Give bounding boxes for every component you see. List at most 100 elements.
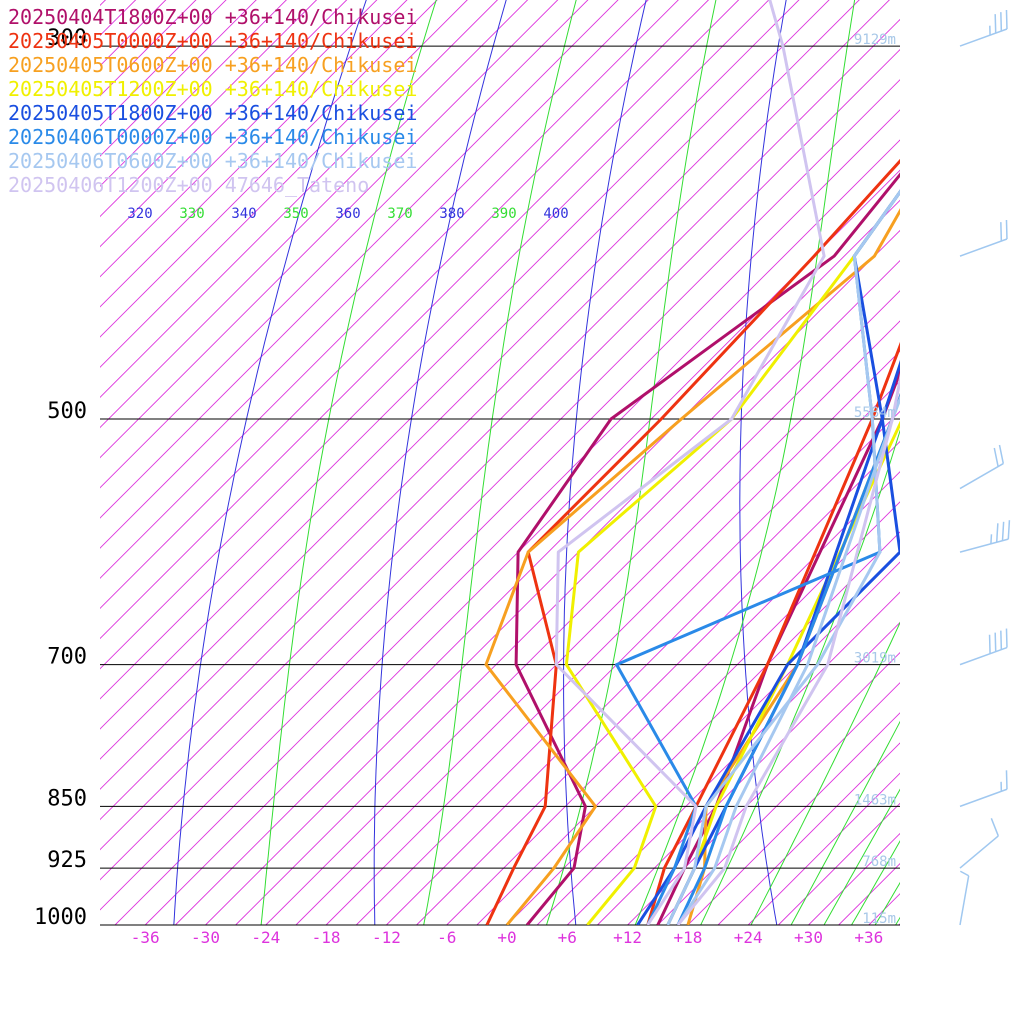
isotherm-line	[100, 48, 900, 851]
theta-label: 340	[231, 206, 256, 222]
temperature-tick-label: +0	[497, 928, 516, 947]
isotherm-line	[747, 772, 900, 925]
temperature-profile-line	[666, 359, 900, 925]
wind-barb-staff	[959, 788, 1008, 808]
dewpoint-profile-line	[564, 189, 900, 925]
moist-adiabat-line	[823, 788, 900, 925]
isotherm-line	[100, 0, 800, 700]
wind-barb-staff	[959, 238, 1008, 257]
pressure-label: 700	[47, 645, 87, 670]
isotherm-line	[959, 0, 1024, 925]
legend-entry: 20250404T1800Z+00 +36+140/Chikusei	[8, 5, 417, 29]
isotherm-line	[386, 410, 900, 925]
temperature-tick-label: -12	[372, 928, 401, 947]
isotherm-line	[100, 79, 900, 881]
isotherm-line	[114, 139, 900, 925]
isotherm-line	[205, 229, 900, 925]
wind-barb-staff	[959, 835, 999, 869]
isotherm-line	[536, 561, 900, 925]
isotherm-line	[446, 471, 900, 925]
isotherm-line	[100, 0, 890, 790]
dry-adiabat-line	[173, 0, 367, 925]
theta-label: 330	[179, 206, 204, 222]
dewpoint-profile-line	[554, 0, 826, 925]
moist-adiabat-line	[260, 0, 437, 925]
height-label: 9129m	[854, 32, 896, 48]
theta-label: 370	[387, 206, 412, 222]
isotherm-line	[566, 591, 900, 925]
isotherm-line	[235, 260, 900, 925]
wind-barb-full	[1005, 10, 1008, 30]
wind-barb-half	[1000, 781, 1003, 792]
wind-barb	[959, 444, 1005, 490]
isotherm-line	[100, 0, 770, 670]
height-label: 115m	[862, 911, 896, 927]
moist-adiabat-line	[634, 0, 856, 925]
moist-adiabat-line	[944, 0, 1024, 925]
dewpoint-profile-line	[485, 158, 900, 925]
wind-barb	[959, 818, 999, 869]
theta-label: 400	[543, 206, 568, 222]
temperature-tick-label: +12	[613, 928, 642, 947]
temperature-profile-line	[676, 392, 900, 925]
wind-barb-full	[1000, 12, 1003, 32]
wind-barbs	[959, 10, 1011, 926]
isotherm-line	[100, 0, 860, 760]
theta-label: 320	[127, 206, 152, 222]
wind-barb-full	[988, 634, 991, 654]
wind-barb-full	[1007, 520, 1011, 540]
isotherm-line	[929, 0, 1024, 925]
wind-barb	[959, 220, 1008, 257]
moist-adiabat-line	[895, 916, 900, 925]
isotherm-line	[295, 320, 900, 925]
moist-adiabat-line	[750, 621, 900, 925]
wind-barb	[959, 520, 1011, 553]
pressure-label: 500	[47, 399, 87, 424]
temperature-tick-label: +36	[854, 928, 883, 947]
temperature-profile-line	[676, 372, 900, 925]
isotherm-line	[100, 0, 830, 730]
legend-entry: 20250406T0000Z+00 +36+140/Chikusei	[8, 125, 417, 149]
wind-barb-full	[1005, 628, 1008, 648]
temperature-tick-label: -24	[251, 928, 280, 947]
temperature-tick-label: +6	[558, 928, 577, 947]
dry-adiabat-line	[563, 0, 647, 925]
isotherm-line	[100, 109, 900, 911]
isotherm-line	[476, 501, 900, 925]
legend-entry: 20250405T1200Z+00 +36+140/Chikusei	[8, 77, 417, 101]
wind-barb-full	[995, 523, 999, 543]
wind-barb-full	[998, 444, 1005, 464]
isotherm-line	[898, 923, 900, 925]
pressure-label: 1000	[34, 905, 87, 930]
wind-barb-half	[990, 534, 993, 544]
isotherm-line	[506, 531, 900, 925]
wind-barb-full	[994, 14, 997, 34]
moist-adiabat-line	[700, 429, 900, 925]
legend-entry: 20250405T0000Z+00 +36+140/Chikusei	[8, 29, 417, 53]
height-label: 1463m	[854, 792, 896, 808]
temperature-tick-label: +18	[673, 928, 702, 947]
dry-adiabat-line	[373, 0, 507, 925]
legend-entry: 20250405T1800Z+00 +36+140/Chikusei	[8, 101, 417, 125]
legend: 20250404T1800Z+00 +36+140/Chikusei202504…	[8, 5, 417, 197]
moist-adiabat-line	[957, 0, 1024, 925]
wind-barb-half	[989, 25, 991, 36]
isotherm-line	[144, 169, 900, 925]
legend-entry: 20250405T0600Z+00 +36+140/Chikusei	[8, 53, 417, 77]
isotherm-line	[100, 18, 900, 821]
wind-barb-full	[994, 632, 997, 652]
isotherm-line	[265, 290, 900, 925]
wind-barb-staff	[959, 646, 1008, 666]
theta-label: 360	[335, 206, 360, 222]
sounding-profiles	[484, 0, 900, 925]
moist-adiabat-line	[790, 720, 900, 925]
isotherm-line	[627, 651, 900, 925]
axis-labels: 10016085m15013538m20011717m25010305m3009…	[34, 26, 896, 947]
wind-barb-full	[993, 447, 999, 467]
height-label: 768m	[862, 854, 896, 870]
dewpoint-profile-line	[484, 208, 900, 925]
isotherm-line	[100, 0, 710, 610]
theta-label: 390	[491, 206, 516, 222]
dewpoint-profile-line	[636, 189, 900, 925]
